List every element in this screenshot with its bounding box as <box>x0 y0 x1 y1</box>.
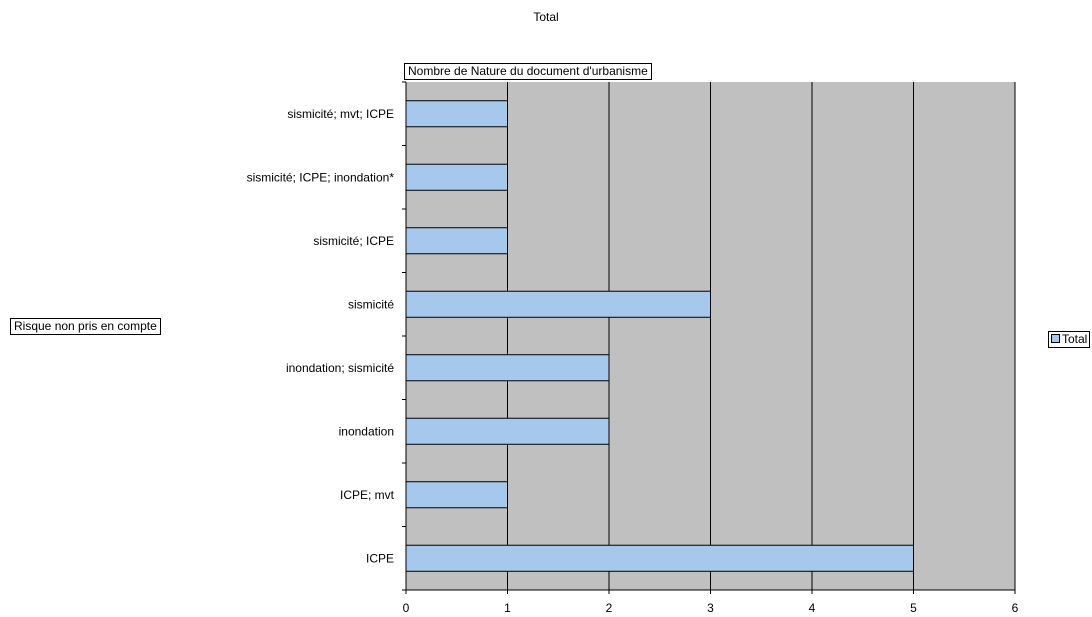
category-label: sismicité; ICPE; inondation* <box>247 170 395 184</box>
x-tick-label: 4 <box>809 601 816 615</box>
category-label: sismicité; mvt; ICPE <box>287 107 394 121</box>
chart-title: Total <box>533 10 559 24</box>
row-field-button[interactable]: Risque non pris en compte <box>10 318 161 335</box>
legend: Total <box>1048 331 1091 348</box>
bar <box>405 227 508 255</box>
category-label: ICPE; mvt <box>340 488 395 502</box>
x-tick-label: 3 <box>707 601 714 615</box>
x-tick-label: 0 <box>403 601 410 615</box>
bar <box>405 481 508 509</box>
bar <box>405 100 508 128</box>
category-label: ICPE <box>366 551 394 565</box>
bar <box>405 544 914 572</box>
bar <box>405 290 711 318</box>
category-label: inondation <box>339 424 394 438</box>
legend-swatch <box>1051 334 1060 344</box>
data-field-button[interactable]: Nombre de Nature du document d'urbanisme <box>404 63 652 80</box>
category-label: sismicité <box>348 297 394 311</box>
legend-label: Total <box>1062 332 1088 346</box>
bar <box>405 354 610 382</box>
x-tick-label: 5 <box>910 601 917 615</box>
bar <box>405 163 508 191</box>
x-tick-label: 1 <box>504 601 511 615</box>
x-tick-label: 6 <box>1012 601 1019 615</box>
x-tick-label: 2 <box>606 601 613 615</box>
bar <box>405 417 610 445</box>
category-label: inondation; sismicité <box>286 361 394 375</box>
category-label: sismicité; ICPE <box>313 234 394 248</box>
